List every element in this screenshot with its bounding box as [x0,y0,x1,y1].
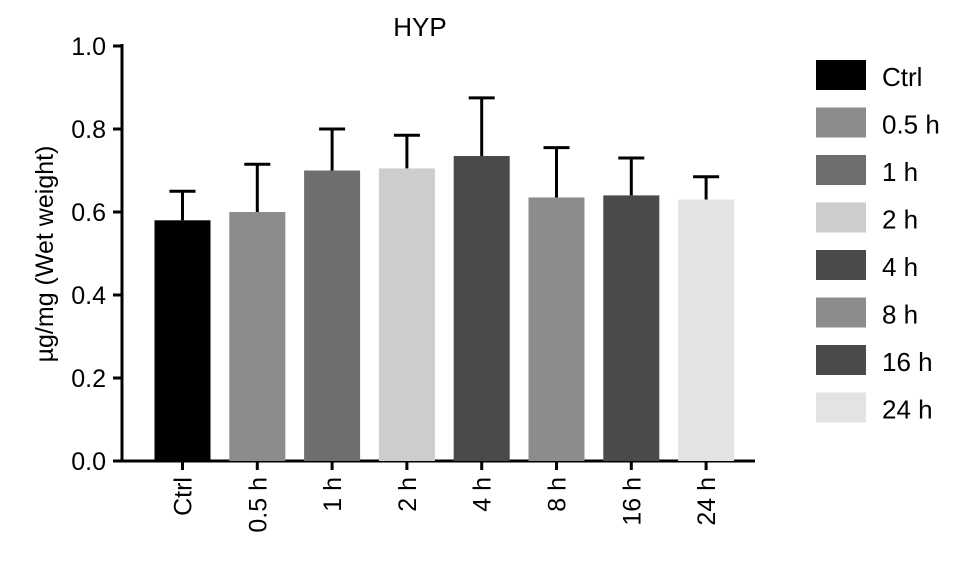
legend-swatch [816,250,866,280]
bar-24-h [678,199,735,462]
x-tick-label: 24 h [693,477,721,526]
y-tick-label: 0.8 [71,116,106,144]
legend-label: 24 h [882,395,933,425]
chart-title: HYP [393,12,446,42]
y-tick-label: 0.2 [71,365,106,393]
x-tick-label: 2 h [394,477,422,512]
x-tick-label: 4 h [469,477,497,512]
x-ticks: Ctrl 0.5 h 1 h 2 h 4 h 8 h 16 h 24 h [170,461,721,533]
x-tick-label: Ctrl [170,477,198,516]
bar-1-h [304,170,361,461]
bar-4-h [453,155,510,461]
legend-label: Ctrl [882,62,922,92]
legend-swatch [816,392,866,423]
legend-swatch [816,297,866,328]
bars [154,96,735,462]
legend-swatch [816,107,866,138]
legend-swatch [816,202,866,233]
y-tick-label: 0.6 [71,199,106,227]
legend-label: 0.5 h [882,110,940,140]
legend-label: 4 h [882,252,918,282]
bar-0-5-h [229,212,286,461]
legend-label: 2 h [882,205,918,235]
y-axis-label: µg/mg (Wet weight) [31,146,59,363]
bar-ctrl [154,220,211,461]
legend-swatch [816,155,866,185]
y-ticks: 0.0 0.2 0.4 0.6 0.8 1.0 [71,33,122,476]
legend: Ctrl 0.5 h 1 h 2 h 4 h 8 h 16 h 24 h [816,60,940,425]
bar-8-h [528,197,585,461]
legend-swatch [816,60,866,90]
y-tick-label: 0.0 [71,448,106,476]
legend-label: 1 h [882,157,918,187]
x-tick-label: 8 h [544,477,572,512]
legend-label: 16 h [882,347,933,377]
legend-swatch [816,345,866,375]
bar-16-h [603,195,660,461]
x-tick-label: 16 h [618,477,646,526]
x-tick-label: 1 h [319,477,347,512]
x-tick-label: 0.5 h [244,477,272,533]
legend-label: 8 h [882,300,918,330]
y-tick-label: 1.0 [71,33,106,61]
y-tick-label: 0.4 [71,282,106,310]
axes [120,44,755,463]
bar-2-h [378,168,435,462]
